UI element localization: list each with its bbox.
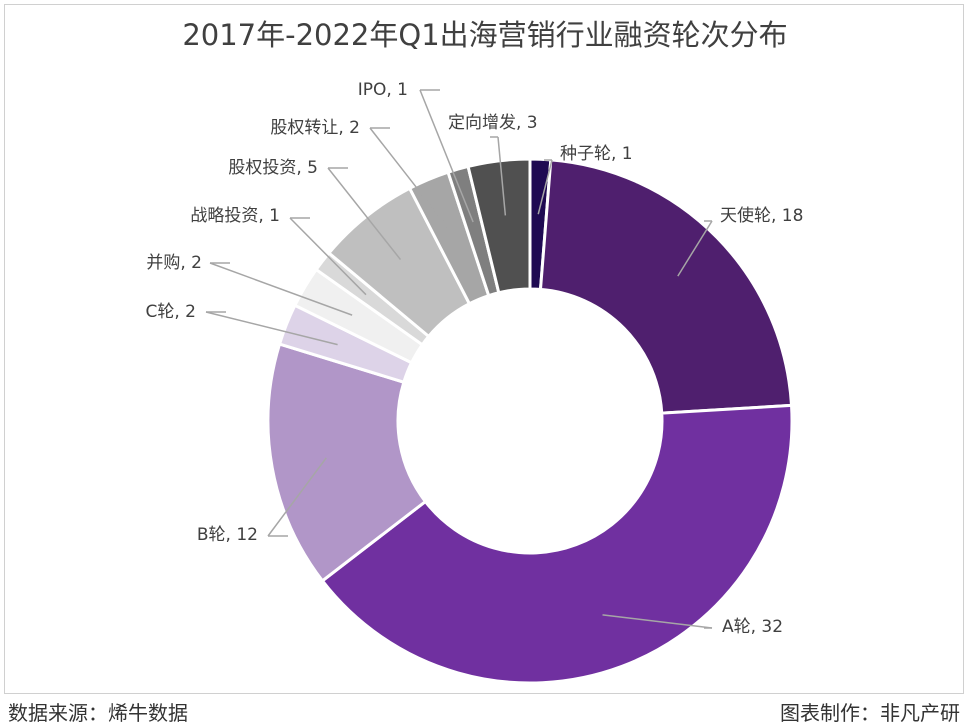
data-label-3: A轮, 32	[722, 617, 783, 637]
data-label-11: 定向增发, 3	[448, 113, 538, 133]
leader-line-2	[677, 220, 713, 277]
data-label-5: C轮, 2	[146, 302, 197, 322]
data-label-2: 天使轮, 18	[720, 205, 803, 226]
labels-group: 种子轮, 1 天使轮, 18 A轮, 32 B轮, 12 C轮, 2 并购, 2 战略投资,…	[146, 80, 804, 637]
slice-2	[538, 158, 794, 415]
data-label-10: IPO, 1	[358, 80, 408, 100]
data-label-7: 战略投资, 1	[190, 206, 280, 226]
leader-line-11	[497, 136, 507, 216]
credit-note: 图表制作：非凡产研	[780, 701, 960, 725]
source-note: 数据来源：烯牛数据	[8, 701, 188, 725]
data-label-9: 股权转让, 2	[270, 118, 360, 138]
leader-line-1	[537, 159, 553, 215]
leader-line-3	[602, 614, 713, 629]
leader-line-10	[419, 89, 474, 223]
leader-line-6	[209, 262, 353, 316]
leader-line-9	[369, 127, 451, 231]
chart-title: 2017年-2022年Q1出海营销行业融资轮次分布	[182, 18, 788, 52]
leader-line-4	[267, 457, 327, 537]
data-label-1: 种子轮, 1	[560, 144, 633, 164]
slice-3	[320, 403, 794, 685]
slice-4	[266, 342, 428, 583]
slice-11	[466, 157, 532, 295]
data-label-4: B轮, 12	[197, 525, 258, 545]
data-label-8: 股权投资, 5	[228, 158, 318, 178]
leader-line-7	[289, 217, 367, 296]
slices-group	[266, 157, 794, 685]
leader-line-8	[327, 167, 402, 260]
data-label-6: 并购, 2	[146, 253, 202, 273]
leader-line-5	[205, 311, 338, 346]
